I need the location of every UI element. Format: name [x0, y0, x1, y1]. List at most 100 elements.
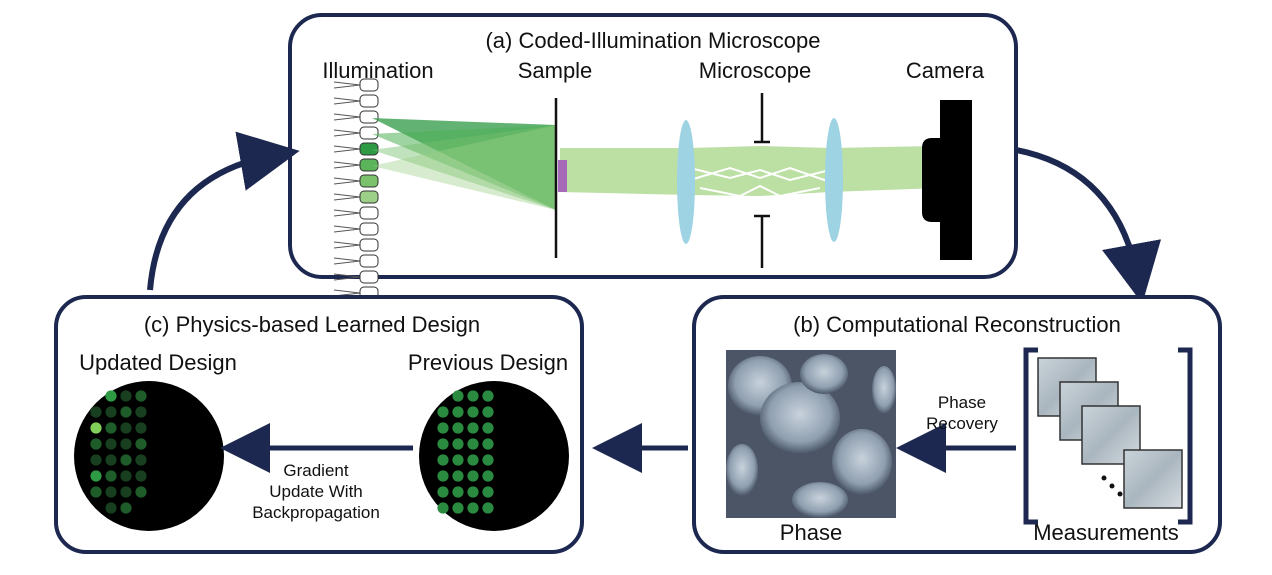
- led: [359, 174, 379, 188]
- design-led-dot: [482, 502, 494, 514]
- design-led-dot: [135, 406, 147, 418]
- sample-specimen: [558, 160, 567, 192]
- design-led-dot: [90, 406, 102, 418]
- design-led-dot: [467, 470, 479, 482]
- cycle-arrow-c-to-a: [147, 131, 300, 291]
- phase-recovery-line2: Recovery: [926, 414, 998, 433]
- gradient-label-line1: Gradient: [283, 461, 348, 480]
- design-led-dot: [437, 486, 449, 498]
- phase-recovery-line1: Phase: [938, 393, 986, 412]
- design-led-dot: [482, 422, 494, 434]
- design-led-dot: [120, 390, 132, 402]
- design-led-dot: [482, 470, 494, 482]
- design-led-dot: [105, 486, 117, 498]
- design-led-dot: [482, 486, 494, 498]
- design-led-dot: [105, 438, 117, 450]
- design-led-dot: [120, 406, 132, 418]
- design-led-dot: [467, 390, 479, 402]
- design-led-dot: [452, 390, 464, 402]
- design-led-dot: [467, 454, 479, 466]
- camera-icon: [922, 100, 972, 260]
- design-led-dot: [482, 390, 494, 402]
- led: [359, 126, 379, 140]
- design-led-dot: [135, 390, 147, 402]
- design-led-dot: [482, 438, 494, 450]
- updated-design-label: Updated Design: [79, 350, 237, 375]
- updated-design-leds: [90, 390, 147, 514]
- design-led-dot: [120, 422, 132, 434]
- previous-design-leds: [437, 390, 494, 514]
- led: [359, 190, 379, 204]
- led: [359, 206, 379, 220]
- design-led-dot: [105, 454, 117, 466]
- design-led-dot: [90, 438, 102, 450]
- design-led-dot: [135, 422, 147, 434]
- design-led-dot: [452, 486, 464, 498]
- illumination-label: Illumination: [322, 58, 433, 83]
- led-array: [333, 78, 379, 316]
- panel-c-title: (c) Physics-based Learned Design: [144, 312, 480, 337]
- design-led-dot: [452, 470, 464, 482]
- design-led-dot: [105, 406, 117, 418]
- design-led-dot: [135, 454, 147, 466]
- design-led-dot: [105, 422, 117, 434]
- led: [359, 142, 379, 156]
- design-led-dot: [452, 454, 464, 466]
- phase-label: Phase: [780, 520, 842, 545]
- design-led-dot: [467, 438, 479, 450]
- design-led-dot: [482, 454, 494, 466]
- design-led-dot: [120, 502, 132, 514]
- design-led-dot: [120, 438, 132, 450]
- design-led-dot: [105, 470, 117, 482]
- measurements-label: Measurements: [1033, 520, 1179, 545]
- panel-a-title: (a) Coded-Illumination Microscope: [485, 28, 820, 53]
- design-led-dot: [467, 422, 479, 434]
- design-led-dot: [120, 454, 132, 466]
- design-led-dot: [467, 406, 479, 418]
- led: [359, 78, 379, 92]
- led: [359, 110, 379, 124]
- design-led-dot: [437, 422, 449, 434]
- illumination-beams: [372, 118, 556, 210]
- panel-a-frame: [288, 13, 1018, 279]
- design-led-dot: [135, 470, 147, 482]
- design-led-dot: [135, 486, 147, 498]
- microscope-label: Microscope: [699, 58, 811, 83]
- cycle-arrow-a-to-b: [1015, 147, 1162, 304]
- gradient-label-line2: Update With: [269, 482, 363, 501]
- led: [359, 94, 379, 108]
- design-led-dot: [90, 470, 102, 482]
- led: [359, 270, 379, 284]
- design-led-dot: [90, 486, 102, 498]
- design-led-dot: [437, 502, 449, 514]
- design-led-dot: [467, 486, 479, 498]
- design-led-dot: [105, 390, 117, 402]
- previous-design-label: Previous Design: [408, 350, 568, 375]
- design-led-dot: [135, 438, 147, 450]
- design-led-dot: [452, 502, 464, 514]
- measurements-stack: [1023, 347, 1193, 525]
- design-led-dot: [90, 454, 102, 466]
- design-led-dot: [105, 502, 117, 514]
- phase-image: [726, 350, 896, 518]
- led: [359, 222, 379, 236]
- design-led-dot: [90, 422, 102, 434]
- panel-b-title: (b) Computational Reconstruction: [793, 312, 1121, 337]
- design-led-dot: [437, 470, 449, 482]
- aperture-stop: [754, 93, 770, 268]
- design-led-dot: [437, 454, 449, 466]
- design-led-dot: [120, 470, 132, 482]
- camera-label: Camera: [906, 58, 985, 83]
- design-led-dot: [437, 406, 449, 418]
- design-led-dot: [467, 502, 479, 514]
- led: [359, 158, 379, 172]
- tube-lens: [825, 118, 843, 242]
- sample-label: Sample: [518, 58, 593, 83]
- design-led-dot: [120, 486, 132, 498]
- design-led-dot: [452, 422, 464, 434]
- gradient-label-line3: Backpropagation: [252, 503, 380, 522]
- design-led-dot: [452, 438, 464, 450]
- transmitted-beam: [560, 146, 938, 196]
- design-led-dot: [437, 438, 449, 450]
